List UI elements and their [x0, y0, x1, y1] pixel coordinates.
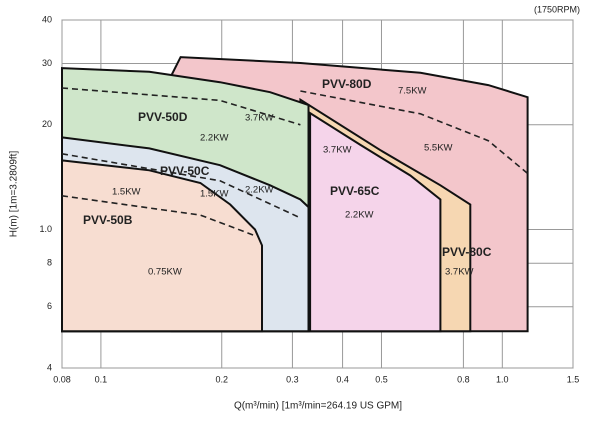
model-label: PVV-50D [138, 110, 188, 124]
y-tick-label: 30 [42, 58, 52, 68]
x-tick-label: 1.0 [496, 374, 509, 384]
x-tick-label: 0.8 [457, 374, 470, 384]
x-tick-label: 0.5 [375, 374, 388, 384]
x-tick-label: 1.5 [567, 374, 580, 384]
x-tick-label: 0.4 [336, 374, 349, 384]
power-label: 0.75KW [148, 267, 182, 278]
power-line [300, 90, 529, 175]
power-label: 3.7KW [245, 113, 274, 124]
power-label: 1.5KW [200, 189, 229, 200]
model-label: PVV-50B [83, 213, 133, 227]
y-tick-label: 4 [47, 362, 52, 372]
x-axis-label: Q(m³/min) [1m³/min=264.19 US GPM] [234, 401, 402, 412]
power-line [61, 153, 301, 219]
y-tick-label: 6 [47, 301, 52, 311]
chart-subtitle: (1750RPM) [534, 4, 580, 14]
y-tick-label: 8 [47, 258, 52, 268]
model-label: PVV-65C [330, 184, 380, 198]
power-label: 3.7KW [445, 267, 474, 278]
power-label: 1.5KW [112, 187, 141, 198]
model-label: PVV-80D [322, 77, 372, 91]
power-label: 5.5KW [424, 143, 453, 154]
y-tick-label: 1.0 [39, 224, 52, 234]
region [309, 111, 442, 333]
power-label: 2.2KW [345, 210, 374, 221]
y-tick-label: 40 [42, 14, 52, 24]
y-axis-label: H(m) [1m=3.2809ft] [9, 151, 20, 238]
model-label: PVV-50C [160, 164, 210, 178]
x-tick-label: 0.2 [215, 374, 228, 384]
x-tick-label: 0.3 [286, 374, 299, 384]
x-tick-label: 0.08 [53, 374, 71, 384]
power-label: 3.7KW [323, 145, 352, 156]
model-label: PVV-80C [442, 245, 492, 259]
power-line [61, 87, 301, 126]
x-tick-label: 0.1 [95, 374, 108, 384]
power-label: 2.2KW [200, 133, 229, 144]
power-label: 2.2KW [245, 185, 274, 196]
power-label: 7.5KW [398, 86, 427, 97]
y-tick-label: 20 [42, 119, 52, 129]
